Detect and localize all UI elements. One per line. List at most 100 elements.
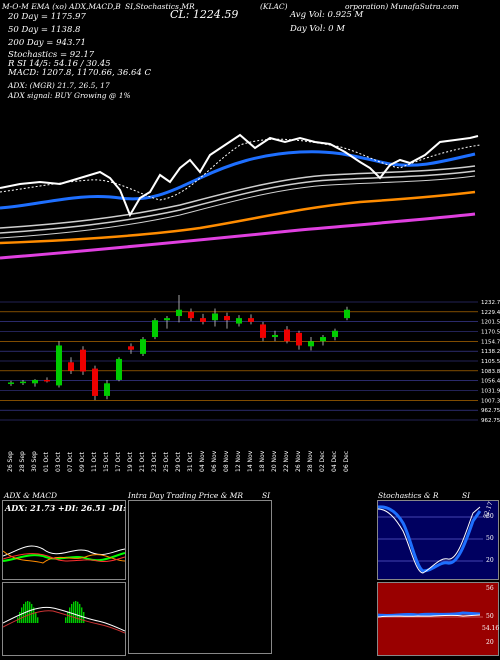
adx-signal-readout: ADX signal: BUY Growing @ 1% [8, 91, 131, 100]
dma50-readout: 50 Day = 1138.8 [8, 25, 81, 35]
header-symbol: (KLAC) [260, 2, 288, 11]
price-tick-label: 1154.73 [481, 339, 500, 345]
rsi-lines [378, 611, 483, 618]
price-tick-label: 1056.46 [481, 379, 500, 385]
candle-body [20, 381, 26, 384]
avg-volume: Avg Vol: 0.925 M [290, 10, 364, 20]
macd-histogram-bar [65, 617, 67, 623]
header-left: M-O-M EMA (xo) ADX,MACD,B [2, 2, 121, 11]
candle-body [200, 318, 206, 322]
date-tick-label: 12 Nov [235, 450, 242, 472]
date-tick-label: 21 Oct [139, 451, 146, 472]
candle-body [212, 313, 218, 321]
dma200-readout: 200 Day = 943.71 [8, 38, 86, 48]
macd-histogram-bar [37, 617, 39, 623]
candle-body [344, 309, 350, 319]
stoch-level-80: 80 [486, 513, 494, 520]
date-tick-label: 26 Nov [295, 450, 302, 472]
macd-histogram-bar [21, 607, 23, 623]
date-tick-label: 14 Nov [247, 450, 254, 472]
date-tick-label: 29 Oct [175, 451, 182, 472]
candle-body [236, 318, 242, 324]
price-tick-label: 1007.32 [481, 398, 500, 404]
date-tick-label: 04 Nov [199, 450, 206, 472]
ema-chart [0, 133, 481, 260]
ema-grey-line-1 [0, 165, 476, 229]
date-tick-label: 07 Oct [67, 451, 74, 472]
rsi-level-20: 20 [486, 639, 494, 646]
close-price: CL: 1224.59 [170, 8, 239, 21]
rsi-value-label: 54.16 [482, 625, 500, 632]
candle-body [188, 311, 194, 319]
date-tick-label: 11 Oct [91, 451, 98, 472]
date-tick-label: 03 Oct [55, 451, 62, 472]
stoch-panel-si: SI [462, 491, 471, 500]
candle-body [308, 341, 314, 347]
adx-readout: ADX: (MGR) 21.7, 26.5, 17 [8, 81, 110, 90]
date-tick-label: 20 Nov [271, 450, 278, 472]
stochastics-readout: Stochastics = 92.17 [8, 50, 95, 60]
candle-body [176, 309, 182, 317]
candle-body [332, 330, 338, 338]
date-tick-label: 06 Dec [343, 451, 350, 472]
candle-body [116, 358, 122, 380]
adx-panel: ADX: 21.73 +DI: 26.51 -DI: 17.04 [2, 500, 154, 580]
price-tick-label: 1083.83 [481, 369, 500, 375]
stoch-panel-title: Stochastics & R [378, 491, 439, 500]
adx-lines [3, 545, 125, 564]
date-tick-label: 19 Oct [127, 451, 134, 472]
date-tick-label: 08 Nov [223, 450, 230, 472]
date-tick-label: 09 Oct [79, 451, 86, 472]
macd-readout: MACD: 1207.8, 1170.66, 36.64 C [8, 68, 151, 78]
date-tick-label: 28 Sep [19, 451, 26, 472]
candle-body [152, 320, 158, 338]
macd-histogram-bar [81, 607, 83, 623]
price-tick-label: 1138.26 [481, 349, 500, 355]
date-tick-label: 01 Oct [43, 451, 50, 472]
candle-body [164, 318, 170, 321]
date-tick-label: 25 Oct [163, 451, 170, 472]
macd-histogram-bar [75, 601, 77, 623]
intraday-panel-title: Intra Day Trading Price & MR [128, 491, 244, 500]
ema-grey-line-3 [0, 175, 476, 239]
macd-histogram-bar [29, 601, 31, 623]
price-tick-label: 1170.5 [481, 330, 500, 336]
macd-histogram-bar [19, 612, 21, 623]
candle-body [320, 337, 326, 342]
ema-grey-line-2 [0, 170, 476, 234]
intraday-panel [128, 500, 272, 654]
price-axis: 1232.79 1229.44 1201.57 1170.5 1154.73 1138.2… [481, 300, 500, 424]
price-gridlines [0, 301, 478, 421]
macd-chart [3, 601, 125, 634]
day-volume: Day Vol: 0 M [290, 24, 345, 34]
price-tick-label: 962.75 [481, 408, 500, 414]
rsi-level-50: 50 [486, 613, 494, 620]
date-tick-label: 17 Oct [115, 451, 122, 472]
date-tick-label: 26 Sep [7, 451, 14, 472]
price-tick-label: 1031.95 [481, 389, 500, 395]
candle-body [272, 334, 278, 338]
date-axis: 26 Sep 28 Sep 30 Sep 01 Oct 03 Oct 07 Oct 09 O… [7, 450, 350, 472]
candle-body [92, 368, 98, 396]
rsi-panel: 56 50 20 54.16 [377, 582, 499, 656]
ema-magenta-line [0, 212, 476, 260]
macd-histogram-bar [33, 607, 35, 623]
candle-body [56, 345, 62, 386]
rsi-level-56: 56 [486, 585, 494, 592]
date-tick-label: 04 Dec [331, 451, 338, 472]
macd-histogram-bar [77, 601, 79, 623]
date-tick-label: 15 Oct [103, 451, 110, 472]
ema-orange-line [0, 190, 476, 245]
candle-body [32, 379, 38, 384]
ema-white-dotted-line [0, 138, 481, 201]
candle-body [248, 318, 254, 322]
date-tick-label: 18 Nov [259, 450, 266, 472]
price-white-line [0, 133, 479, 218]
price-tick-label: 1229.44 [481, 310, 500, 316]
adx-panel-readout: ADX: 21.73 +DI: 26.51 -DI: 17.04 [5, 503, 154, 513]
candle-body [104, 383, 110, 396]
macd-histogram-bar [73, 601, 75, 623]
date-tick-label: 22 Nov [283, 450, 290, 472]
price-tick-label: 1201.57 [481, 320, 500, 326]
macd-histogram-bar [79, 603, 81, 623]
